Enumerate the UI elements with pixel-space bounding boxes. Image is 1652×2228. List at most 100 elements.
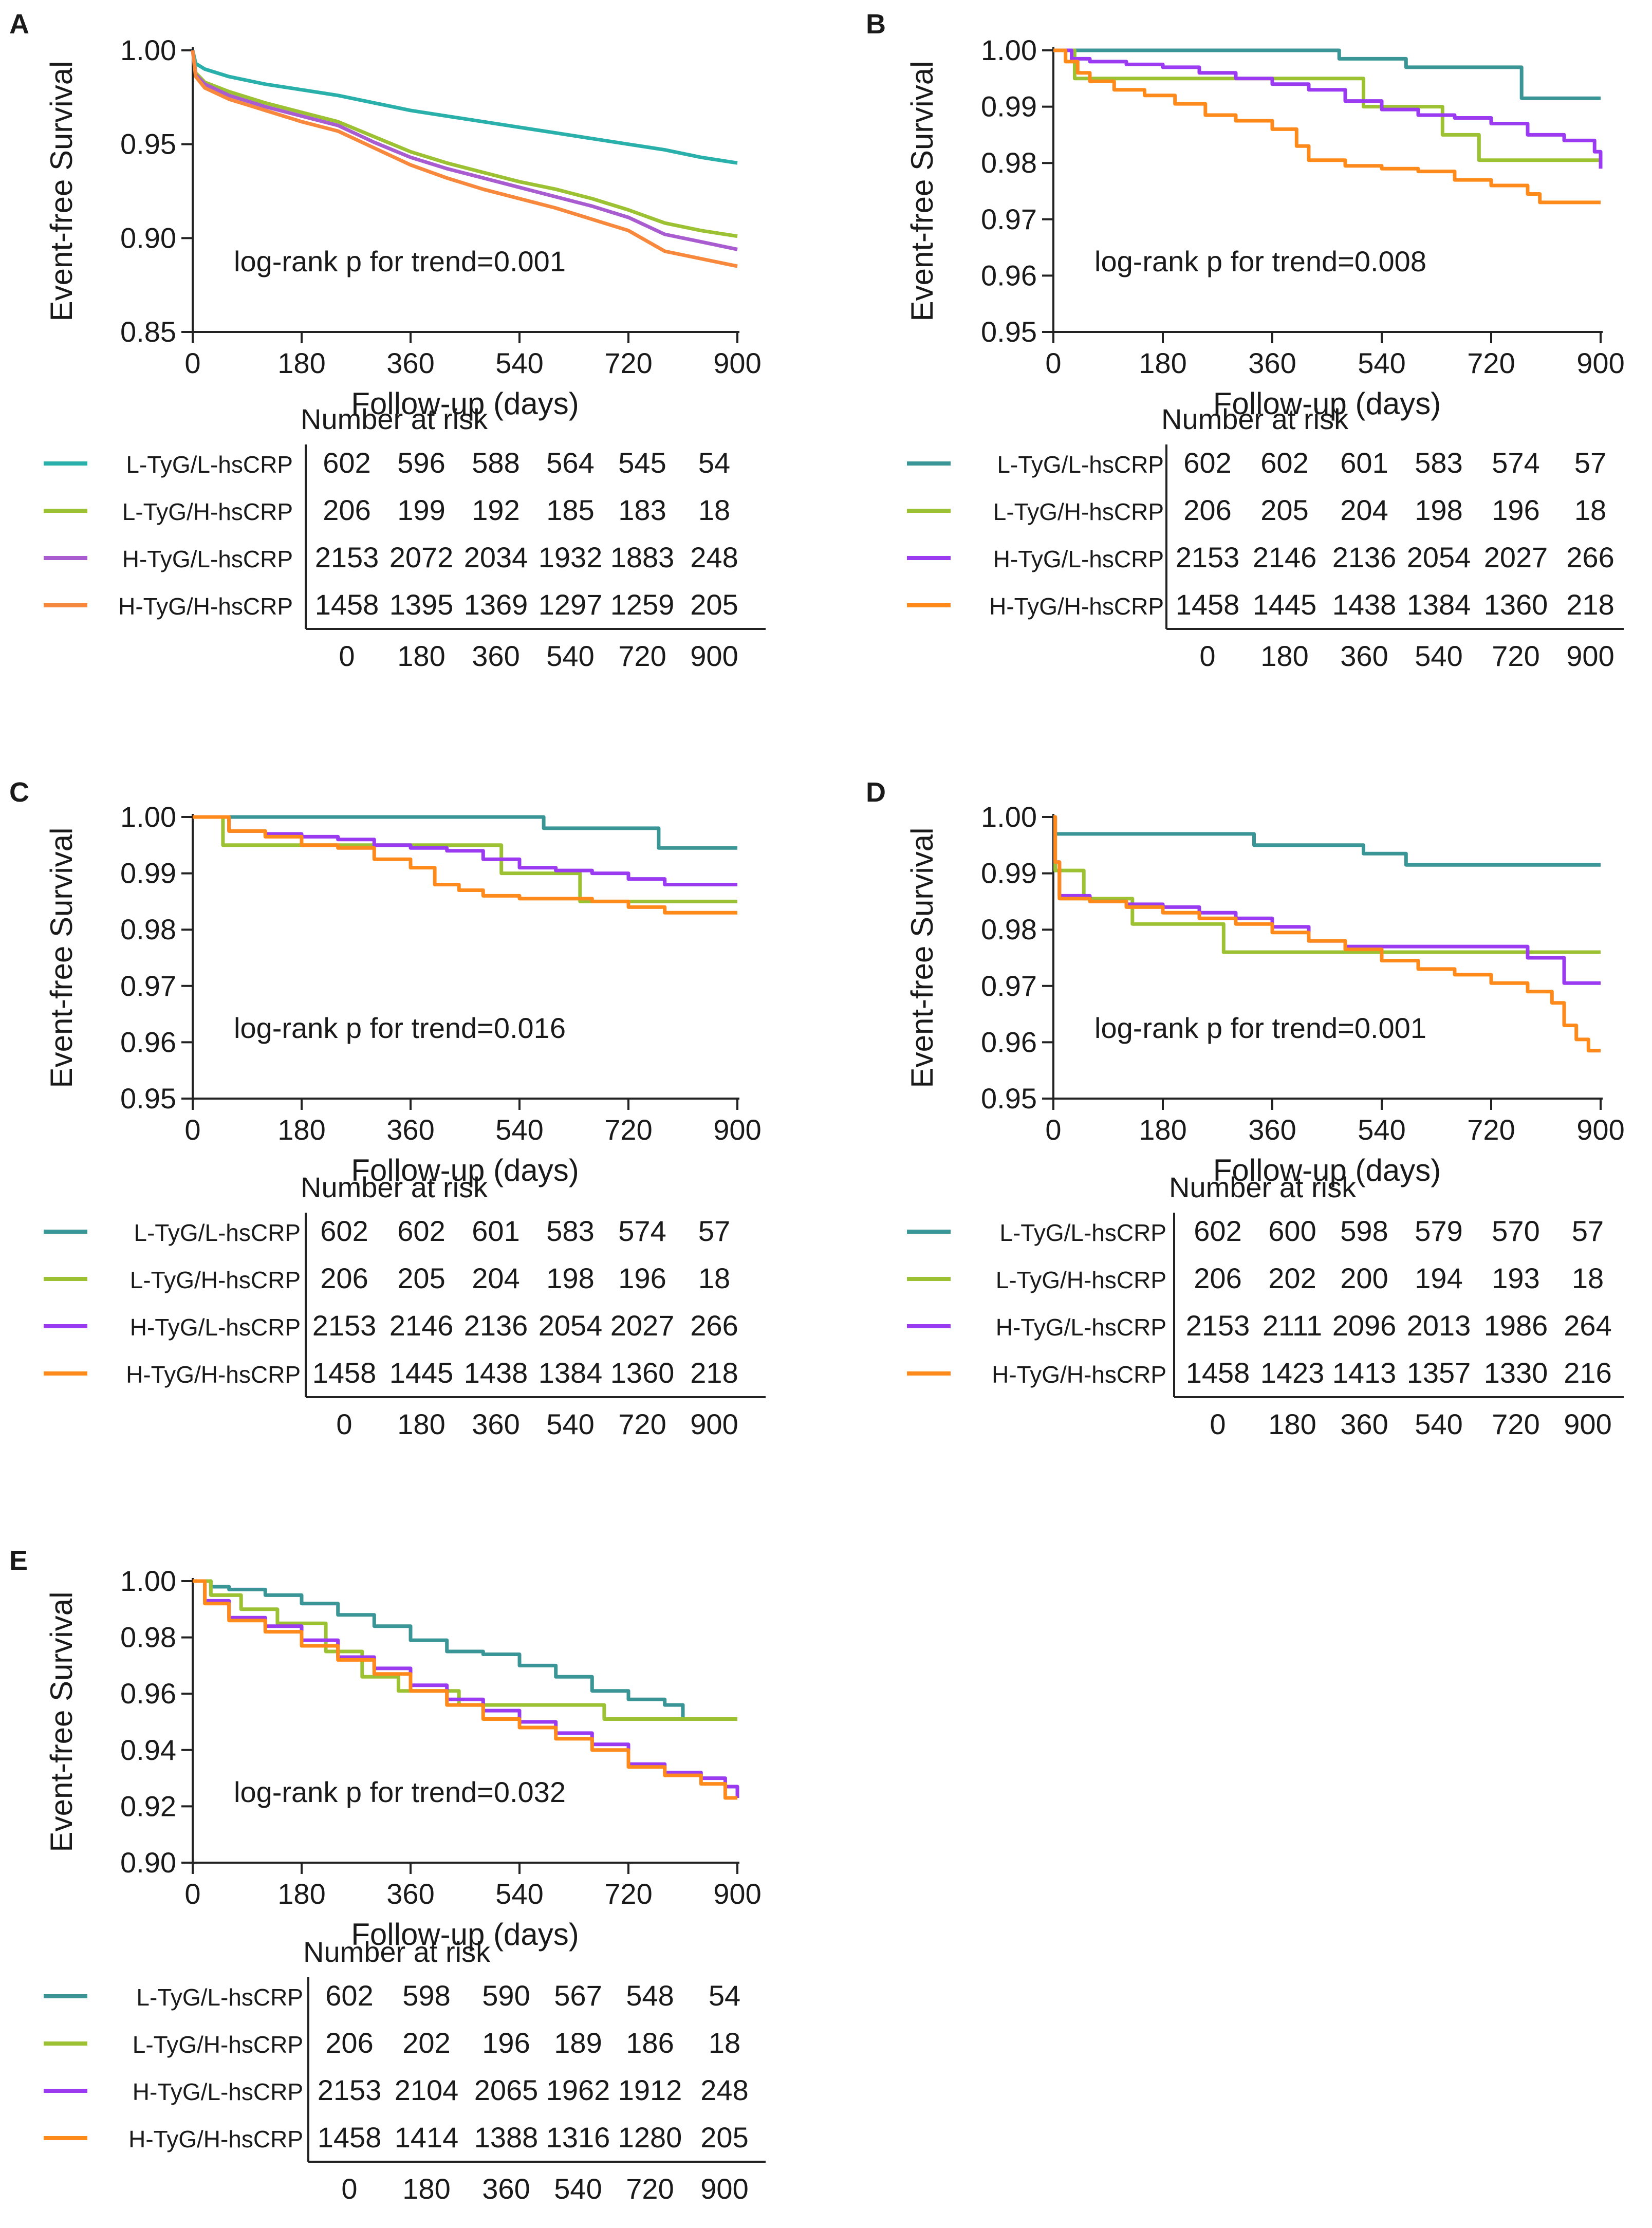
- risk-cell: 570: [1492, 1215, 1539, 1247]
- risk-table-title: Number at risk: [301, 403, 488, 435]
- risk-cell: 198: [546, 1262, 594, 1294]
- logrank-annotation: log-rank p for trend=0.001: [1094, 1012, 1426, 1044]
- x-tick-label: 720: [604, 1113, 652, 1146]
- risk-cell: 196: [482, 2027, 530, 2059]
- y-tick-label: 1.00: [120, 1565, 176, 1597]
- risk-cell: 183: [618, 494, 666, 526]
- risk-time-label: 0: [341, 2173, 357, 2205]
- x-tick-label: 0: [184, 1878, 200, 1910]
- risk-cell: 189: [554, 2027, 602, 2059]
- risk-cell: 193: [1492, 1262, 1539, 1294]
- risk-time-label: 720: [618, 1408, 666, 1440]
- x-tick-label: 900: [713, 1113, 761, 1146]
- x-tick-label: 0: [184, 347, 200, 379]
- x-tick-label: 540: [495, 1113, 543, 1146]
- y-tick-label: 0.90: [120, 221, 176, 254]
- risk-time-label: 180: [402, 2173, 450, 2205]
- risk-time-label: 540: [546, 640, 594, 672]
- risk-cell: 602: [323, 447, 370, 479]
- panel-label: A: [9, 9, 29, 40]
- legend-label: L-TyG/L-hsCRP: [136, 1984, 303, 2011]
- risk-cell: 2136: [464, 1309, 528, 1342]
- x-tick-label: 180: [1139, 347, 1186, 379]
- x-tick-label: 360: [386, 1878, 434, 1910]
- legend-label: H-TyG/L-hsCRP: [130, 1314, 301, 1341]
- x-tick-label: 180: [277, 1878, 325, 1910]
- risk-time-label: 720: [618, 640, 666, 672]
- risk-table-title: Number at risk: [303, 1936, 491, 1968]
- risk-cell: 204: [1340, 494, 1388, 526]
- risk-cell: 206: [1194, 1262, 1241, 1294]
- legend-label: L-TyG/H-hsCRP: [130, 1267, 301, 1293]
- risk-cell: 579: [1415, 1215, 1462, 1247]
- risk-cell: 590: [482, 1979, 530, 2012]
- risk-cell: 2096: [1332, 1309, 1397, 1342]
- risk-cell: 1395: [389, 588, 454, 621]
- risk-time-label: 900: [1566, 640, 1614, 672]
- risk-cell: 1986: [1484, 1309, 1548, 1342]
- risk-time-label: 0: [1199, 640, 1215, 672]
- risk-cell: 218: [1566, 588, 1614, 621]
- x-tick-label: 180: [277, 347, 325, 379]
- x-tick-label: 360: [386, 347, 434, 379]
- legend-label: H-TyG/H-hsCRP: [126, 1361, 301, 1388]
- risk-cell: 206: [320, 1262, 368, 1294]
- risk-cell: 598: [402, 1979, 450, 2012]
- series-line-l-tyg-l-hscrp: [1053, 815, 1601, 867]
- series-line-l-tyg-h-hscrp: [1053, 48, 1601, 162]
- y-tick-label: 0.96: [981, 1026, 1037, 1058]
- x-tick-label: 900: [713, 347, 761, 379]
- y-tick-label: 0.98: [981, 146, 1037, 179]
- y-tick-label: 0.98: [120, 913, 176, 945]
- series-line-h-tyg-h-hscrp: [191, 50, 738, 268]
- logrank-annotation: log-rank p for trend=0.016: [234, 1012, 566, 1044]
- y-tick-label: 0.95: [981, 1082, 1037, 1115]
- risk-time-label: 360: [482, 2173, 530, 2205]
- risk-cell: 602: [397, 1215, 445, 1247]
- risk-cell: 218: [690, 1357, 738, 1389]
- x-tick-label: 540: [495, 1878, 543, 1910]
- legend-label: L-TyG/L-hsCRP: [126, 451, 293, 478]
- risk-cell: 266: [690, 1309, 738, 1342]
- risk-cell: 602: [320, 1215, 368, 1247]
- risk-cell: 57: [698, 1215, 730, 1247]
- y-axis-title: Event-free Survival: [44, 1592, 79, 1852]
- x-tick-label: 900: [1576, 347, 1624, 379]
- risk-cell: 574: [618, 1215, 666, 1247]
- y-tick-label: 0.95: [120, 128, 176, 160]
- panel-label: D: [866, 777, 886, 808]
- risk-cell: 57: [1572, 1215, 1604, 1247]
- risk-cell: 2153: [315, 541, 379, 573]
- x-axis-title: Follow-up (days): [351, 1917, 579, 1952]
- risk-time-label: 180: [397, 1408, 445, 1440]
- risk-time-label: 900: [690, 640, 738, 672]
- risk-time-label: 360: [472, 1408, 519, 1440]
- x-tick-label: 0: [184, 1113, 200, 1146]
- panel-label: C: [9, 777, 29, 808]
- risk-cell: 206: [1183, 494, 1231, 526]
- risk-cell: 574: [1492, 447, 1539, 479]
- risk-time-label: 180: [1268, 1408, 1316, 1440]
- risk-cell: 1458: [315, 588, 379, 621]
- risk-cell: 567: [554, 1979, 602, 2012]
- risk-cell: 2104: [395, 2074, 459, 2106]
- y-tick-label: 0.98: [120, 1621, 176, 1654]
- risk-time-label: 540: [554, 2173, 602, 2205]
- legend-label: L-TyG/L-hsCRP: [999, 1219, 1166, 1246]
- y-axis-title: Event-free Survival: [44, 61, 79, 322]
- risk-cell: 1316: [546, 2121, 610, 2153]
- x-tick-label: 720: [1467, 347, 1515, 379]
- risk-table-title: Number at risk: [1169, 1171, 1357, 1203]
- risk-cell: 2072: [389, 541, 454, 573]
- logrank-annotation: log-rank p for trend=0.008: [1094, 245, 1426, 277]
- legend-label: H-TyG/L-hsCRP: [133, 2078, 303, 2105]
- risk-cell: 1360: [610, 1357, 675, 1389]
- y-tick-label: 0.96: [120, 1026, 176, 1058]
- risk-cell: 1360: [1484, 588, 1548, 621]
- y-axis-title: Event-free Survival: [905, 828, 939, 1088]
- risk-time-label: 0: [339, 640, 355, 672]
- x-axis-title: Follow-up (days): [351, 1153, 579, 1187]
- risk-cell: 2054: [539, 1309, 603, 1342]
- y-tick-label: 1.00: [981, 801, 1037, 833]
- series-line-l-tyg-l-hscrp: [1053, 48, 1601, 100]
